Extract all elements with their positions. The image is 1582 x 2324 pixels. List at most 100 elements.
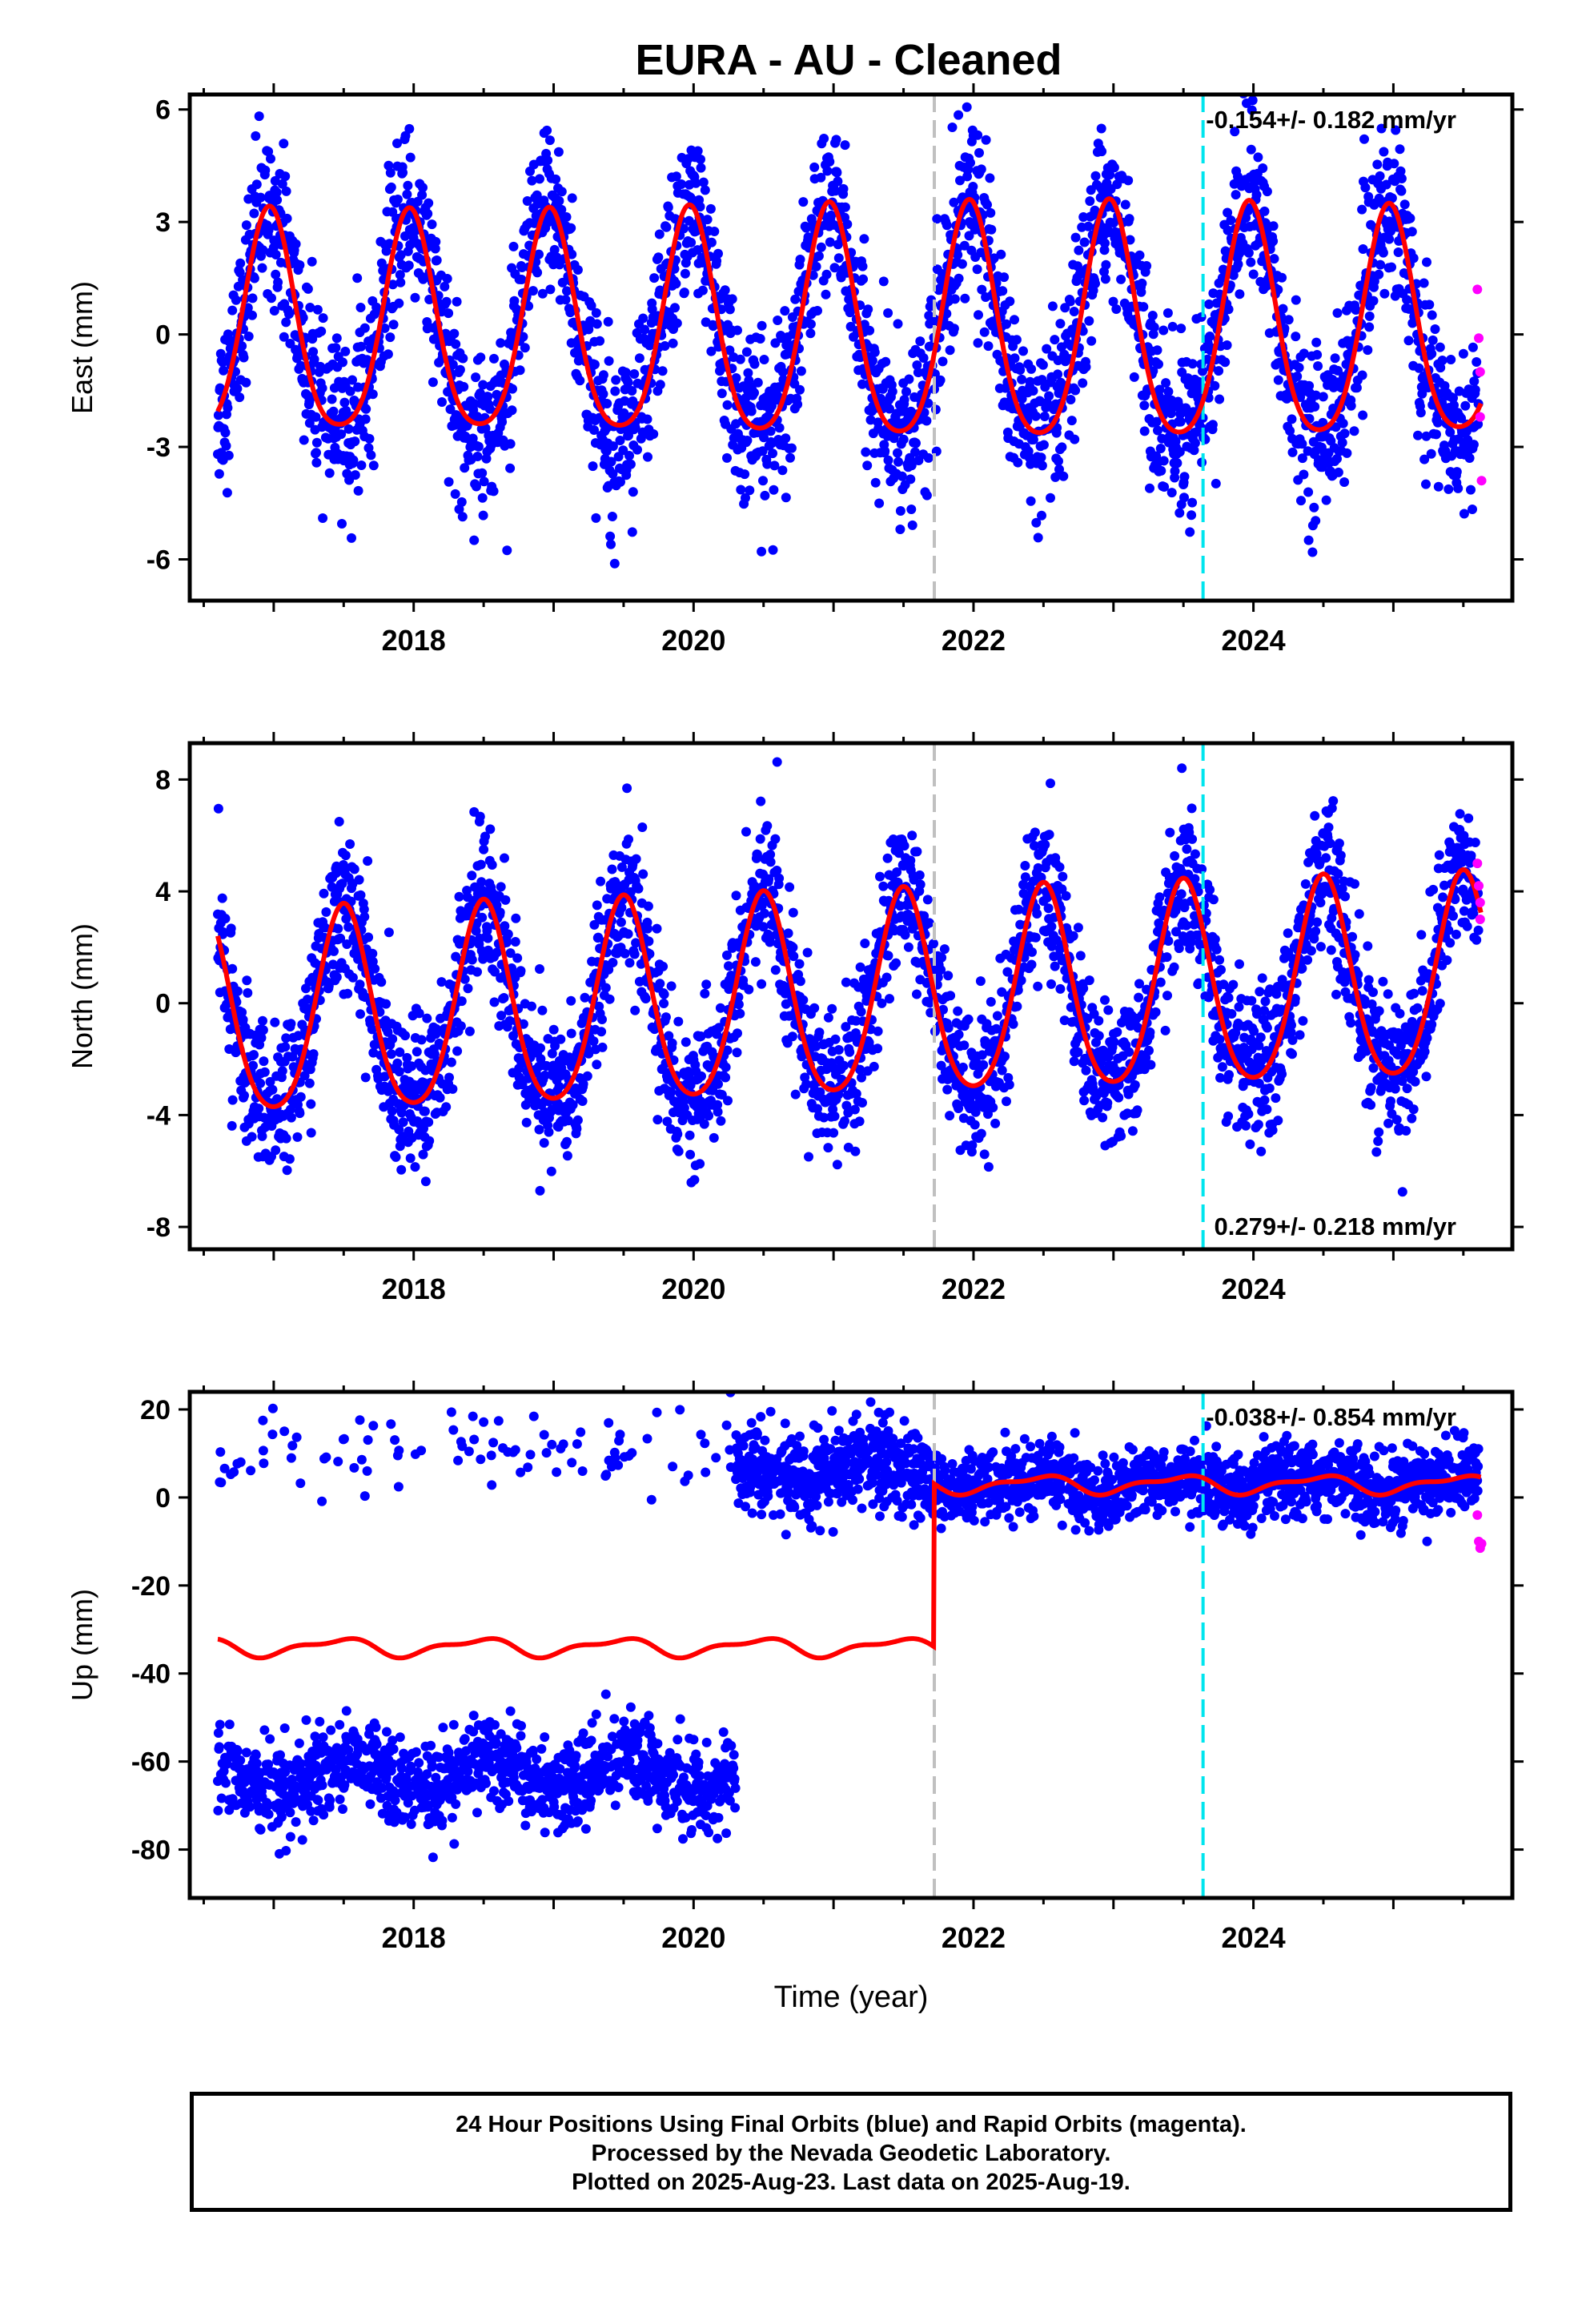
data-point xyxy=(1299,469,1309,480)
data-point xyxy=(437,397,447,407)
data-point xyxy=(567,249,577,259)
data-point xyxy=(685,1130,695,1140)
data-point xyxy=(1073,923,1083,933)
y-tick-label: 3 xyxy=(155,207,171,238)
data-point xyxy=(396,1108,407,1118)
data-point xyxy=(279,332,289,342)
data-point xyxy=(878,881,889,891)
data-point xyxy=(448,1084,458,1094)
data-point xyxy=(607,512,617,521)
data-point xyxy=(320,923,330,933)
data-point xyxy=(1309,502,1319,513)
data-point xyxy=(1012,1001,1022,1011)
data-point xyxy=(1468,342,1478,352)
data-point xyxy=(870,477,881,488)
data-point xyxy=(586,300,596,311)
y-tick-label: -6 xyxy=(147,545,171,576)
data-point xyxy=(367,389,378,400)
model-curve xyxy=(215,196,1484,436)
data-point xyxy=(673,1146,684,1156)
data-point xyxy=(624,834,633,845)
data-point xyxy=(387,279,398,290)
data-point xyxy=(1449,400,1459,410)
data-point xyxy=(921,490,932,501)
data-point xyxy=(440,281,450,292)
data-point xyxy=(857,261,868,271)
data-point xyxy=(545,284,556,295)
data-point xyxy=(387,1106,397,1116)
data-point xyxy=(1285,426,1295,436)
data-point xyxy=(1010,353,1020,364)
data-point xyxy=(353,485,363,496)
data-point xyxy=(293,1031,303,1041)
data-point xyxy=(247,1132,257,1142)
data-point xyxy=(620,948,630,959)
data-point xyxy=(303,995,312,1004)
data-point xyxy=(1294,363,1304,372)
data-point xyxy=(1251,190,1262,200)
data-point xyxy=(1405,213,1415,223)
data-point xyxy=(1047,301,1058,312)
data-point xyxy=(1008,1019,1018,1029)
data-point xyxy=(769,460,780,471)
data-point xyxy=(1230,127,1240,137)
data-point xyxy=(1100,238,1110,248)
data-point xyxy=(220,914,231,923)
data-point xyxy=(263,225,274,235)
data-point xyxy=(429,1049,440,1059)
rapid-point xyxy=(1475,367,1485,377)
data-point xyxy=(1116,274,1126,284)
data-point xyxy=(452,296,462,307)
data-point xyxy=(1196,312,1207,322)
data-point xyxy=(355,1009,365,1019)
data-point xyxy=(548,1024,559,1035)
data-point xyxy=(770,834,781,844)
data-point xyxy=(1333,467,1343,477)
data-point xyxy=(788,907,798,918)
data-point xyxy=(1013,457,1023,468)
data-point xyxy=(1413,430,1423,440)
data-point xyxy=(697,1071,706,1081)
data-point xyxy=(679,287,689,298)
data-point xyxy=(838,183,849,194)
data-point xyxy=(269,306,279,316)
data-point xyxy=(1277,272,1287,283)
data-point xyxy=(364,433,375,444)
data-point xyxy=(756,796,766,806)
data-point xyxy=(604,994,615,1004)
data-point xyxy=(1137,278,1147,288)
data-point xyxy=(1268,221,1279,231)
data-point xyxy=(700,185,710,195)
data-point xyxy=(327,394,337,404)
data-point xyxy=(856,1007,866,1017)
data-point xyxy=(292,1132,303,1142)
data-point xyxy=(1421,479,1431,489)
data-point xyxy=(405,239,416,250)
data-point xyxy=(899,395,909,405)
data-point xyxy=(1069,307,1079,316)
data-point xyxy=(1070,434,1080,444)
data-point xyxy=(227,1120,237,1131)
data-point xyxy=(544,1127,554,1137)
data-point xyxy=(535,1185,545,1196)
data-point xyxy=(1395,166,1406,176)
data-point xyxy=(1342,448,1352,458)
data-point xyxy=(974,310,983,320)
data-point xyxy=(1360,183,1371,193)
data-point xyxy=(632,444,642,455)
data-point xyxy=(1389,159,1399,169)
data-point xyxy=(360,1072,371,1083)
data-point xyxy=(258,1025,268,1035)
data-point xyxy=(478,380,488,390)
data-point xyxy=(347,375,357,385)
data-point xyxy=(832,1160,842,1170)
data-point xyxy=(410,1162,420,1172)
data-point xyxy=(1155,444,1166,453)
data-point xyxy=(554,1081,564,1092)
data-point xyxy=(712,255,722,266)
data-point xyxy=(257,1131,267,1141)
data-point xyxy=(355,303,366,312)
x-tick-label: 2022 xyxy=(942,624,1006,657)
data-point xyxy=(271,1145,281,1156)
data-point xyxy=(765,426,776,436)
